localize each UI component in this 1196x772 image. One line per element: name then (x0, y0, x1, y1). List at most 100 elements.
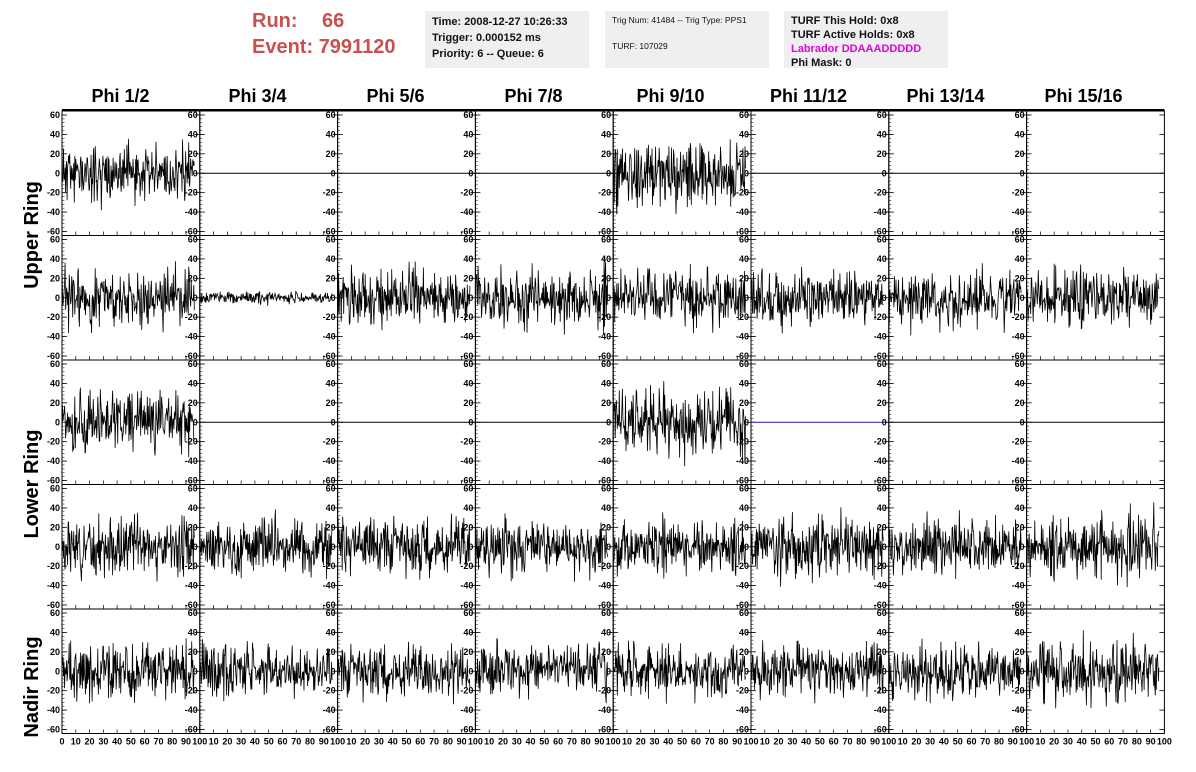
y-tick-label: 0 (468, 168, 473, 178)
y-tick-label: -20 (47, 437, 60, 447)
y-tick-label: 40 (326, 129, 336, 139)
y-tick-label: -20 (874, 312, 887, 322)
y-tick-label: -40 (736, 705, 749, 715)
y-tick-label: -20 (185, 686, 198, 696)
y-tick-label: -60 (460, 600, 473, 610)
trig-info-box: Trig Num: 41484 -- Trig Type: PPS1 TURF:… (605, 11, 769, 68)
x-tick-label: 10 (346, 737, 356, 747)
column-header-phi-9-10: Phi 9/10 (636, 86, 705, 106)
y-tick-label: 40 (50, 503, 60, 513)
y-tick-label: 0 (882, 293, 887, 303)
x-tick-label: 100 (192, 737, 207, 747)
y-tick-label: -20 (736, 561, 749, 571)
y-tick-label: 0 (882, 666, 887, 676)
x-tick-label: 30 (787, 737, 797, 747)
waveform-panel-r1-c6: 60 40 20 0 -20 -40 -60 (874, 235, 1028, 361)
y-tick-label: 0 (744, 417, 749, 427)
y-tick-label: -60 (460, 351, 473, 361)
x-tick-label: 90 (732, 737, 742, 747)
y-tick-label: 0 (193, 168, 198, 178)
y-tick-label: -60 (323, 476, 336, 486)
x-tick-label: 40 (1077, 737, 1087, 747)
y-tick-label: -20 (598, 686, 611, 696)
y-tick-label: 0 (606, 293, 611, 303)
y-tick-label: 0 (882, 542, 887, 552)
y-tick-label: 40 (326, 378, 336, 388)
y-tick-label: -60 (1012, 476, 1025, 486)
y-tick-label: -60 (47, 600, 60, 610)
y-tick-label: 0 (468, 666, 473, 676)
y-tick-label: -60 (1012, 351, 1025, 361)
waveform-panel-r2-c6: 60 40 20 0 -20 -40 -60 (874, 359, 1028, 486)
y-tick-label: 60 (50, 110, 60, 120)
y-tick-label: -60 (874, 600, 887, 610)
x-tick-label: 90 (594, 737, 604, 747)
y-tick-label: -40 (1012, 332, 1025, 342)
y-tick-label: -40 (323, 456, 336, 466)
waveform-trace (612, 263, 746, 334)
waveform-trace (337, 641, 471, 705)
y-tick-label: 20 (463, 149, 473, 159)
x-tick-label: 90 (870, 737, 880, 747)
y-tick-label: -60 (47, 227, 60, 237)
turf-hold-text: TURF This Hold: 0x8 (791, 15, 899, 27)
x-tick-label: 50 (677, 737, 687, 747)
column-header-phi-15-16: Phi 15/16 (1044, 86, 1123, 106)
waveform-trace (750, 507, 884, 587)
x-tick-label: 80 (581, 737, 591, 747)
y-tick-label: 20 (50, 273, 60, 283)
y-tick-label: -40 (323, 332, 336, 342)
y-tick-label: 20 (739, 398, 749, 408)
x-tick-label: 90 (319, 737, 329, 747)
turf-active-text: TURF Active Holds: 0x8 (791, 29, 915, 41)
x-tick-label: 60 (829, 737, 839, 747)
y-tick-label: 20 (1015, 398, 1025, 408)
y-tick-label: -20 (460, 437, 473, 447)
x-tick-label: 70 (980, 737, 990, 747)
y-tick-label: 60 (739, 235, 749, 245)
y-tick-label: 60 (601, 359, 611, 369)
y-tick-label: -20 (185, 561, 198, 571)
y-tick-label: -40 (185, 456, 198, 466)
y-tick-label: -40 (47, 332, 60, 342)
y-tick-label: -20 (1012, 561, 1025, 571)
waveform-panel-r3-c1: 60 40 20 0 -20 -40 -60 (185, 484, 339, 610)
y-tick-label: 60 (601, 608, 611, 618)
y-tick-label: 60 (50, 484, 60, 494)
waveform-trace (1026, 263, 1160, 330)
y-tick-label: 0 (468, 417, 473, 427)
waveform-panel-r1-c2: 60 40 20 0 -20 -40 -60 (323, 235, 476, 361)
waveform-panel-r3-c6: 60 40 20 0 -20 -40 -60 (874, 484, 1028, 610)
y-tick-label: 60 (877, 359, 887, 369)
x-tick-label: 10 (71, 737, 81, 747)
y-tick-label: 60 (1015, 110, 1025, 120)
x-tick-label: 80 (1132, 737, 1142, 747)
waveform-panel-r1-c5: 60 40 20 0 -20 -40 -60 (736, 235, 890, 361)
waveform-trace (61, 387, 195, 458)
y-tick-label: -40 (323, 581, 336, 591)
y-tick-label: -40 (598, 332, 611, 342)
y-tick-label: 60 (463, 608, 473, 618)
y-tick-label: -40 (1012, 456, 1025, 466)
y-tick-label: 60 (463, 235, 473, 245)
y-tick-label: -20 (323, 188, 336, 198)
y-tick-label: -20 (598, 188, 611, 198)
y-tick-label: -40 (874, 705, 887, 715)
y-tick-label: 40 (1015, 378, 1025, 388)
y-tick-label: -40 (460, 456, 473, 466)
y-tick-label: 0 (331, 666, 336, 676)
y-tick-label: -40 (736, 456, 749, 466)
y-tick-label: -20 (736, 686, 749, 696)
y-tick-label: -60 (1012, 600, 1025, 610)
y-tick-label: -20 (323, 561, 336, 571)
waveform-trace (337, 513, 471, 580)
x-tick-label: 30 (98, 737, 108, 747)
x-tick-label: 50 (953, 737, 963, 747)
y-tick-label: -40 (460, 332, 473, 342)
y-tick-label: 60 (50, 359, 60, 369)
x-tick-label: 100 (1157, 737, 1172, 747)
y-tick-label: -60 (598, 351, 611, 361)
y-tick-label: 40 (601, 254, 611, 264)
y-tick-label: -20 (185, 312, 198, 322)
